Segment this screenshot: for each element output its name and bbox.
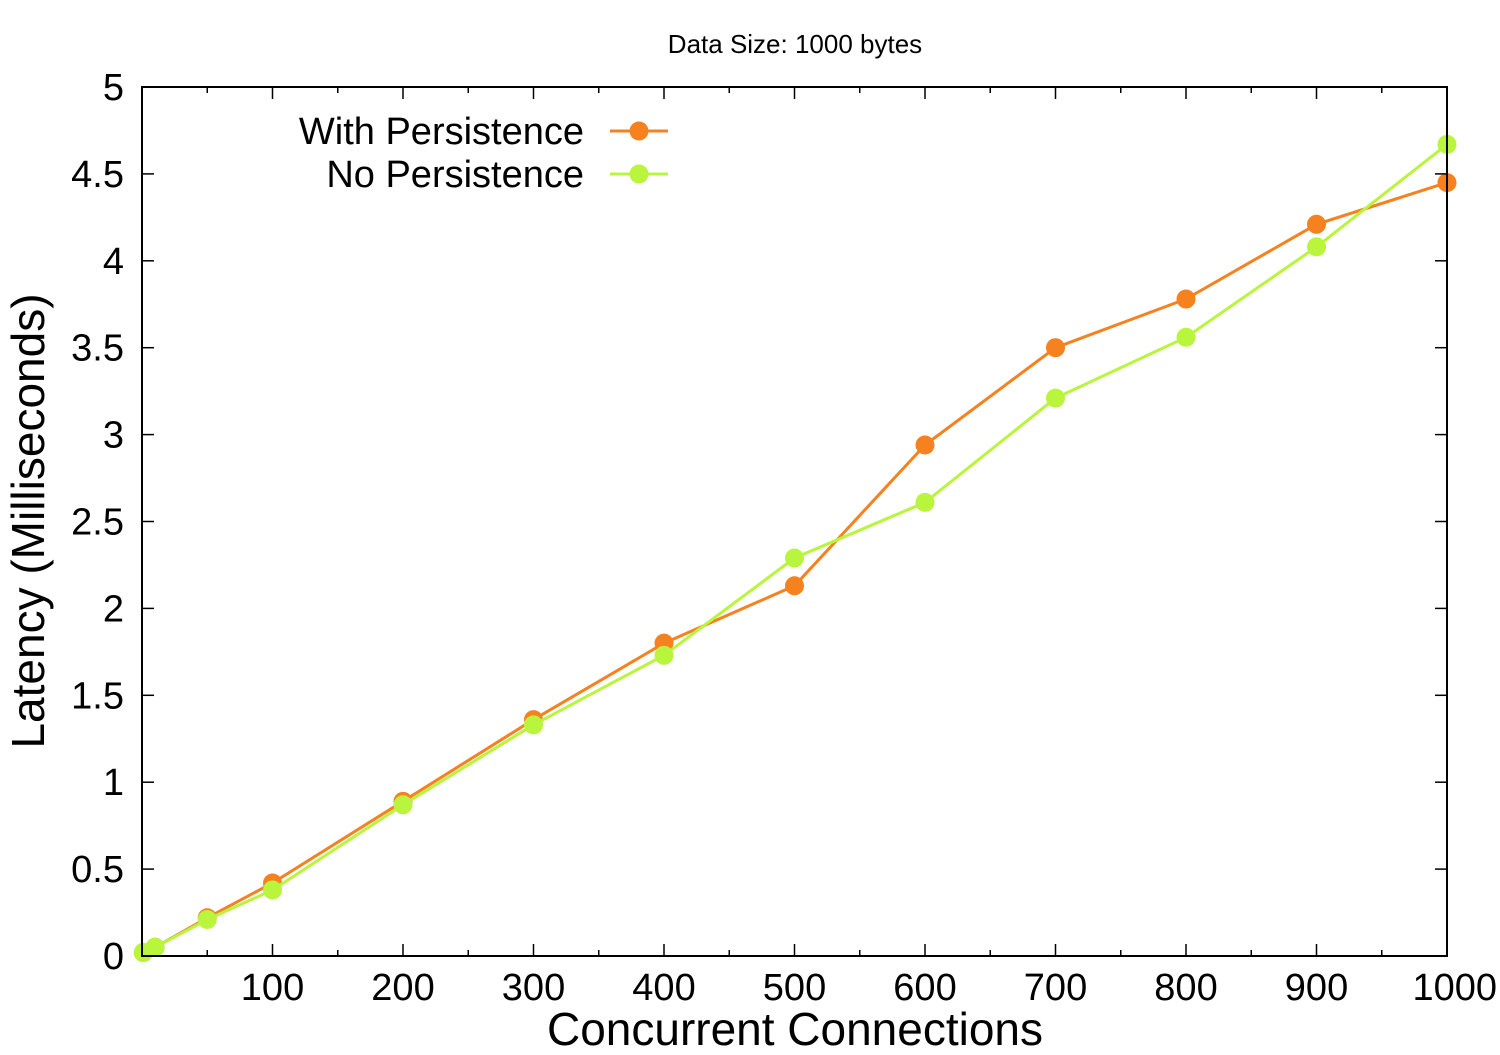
data-point bbox=[785, 548, 804, 568]
y-tick-label: 1.5 bbox=[71, 675, 124, 717]
data-point bbox=[263, 880, 282, 900]
x-tick-label: 400 bbox=[632, 967, 695, 1009]
x-tick-label: 500 bbox=[763, 967, 826, 1009]
data-point bbox=[393, 795, 413, 815]
data-point bbox=[1046, 388, 1065, 408]
x-tick-label: 900 bbox=[1285, 967, 1348, 1009]
legend-label: No Persistence bbox=[326, 154, 584, 196]
y-tick-label: 5 bbox=[103, 67, 124, 109]
x-tick-label: 600 bbox=[893, 967, 956, 1009]
x-tick-label: 700 bbox=[1024, 967, 1087, 1009]
legend-marker bbox=[629, 121, 649, 141]
x-tick-label: 800 bbox=[1154, 967, 1217, 1009]
series-0 bbox=[133, 173, 1457, 963]
series-layer bbox=[133, 134, 1457, 963]
data-point bbox=[197, 910, 217, 930]
data-point bbox=[915, 435, 935, 455]
x-tick-label: 100 bbox=[241, 967, 304, 1009]
y-tick-label: 4 bbox=[103, 241, 124, 283]
series-line bbox=[142, 143, 1448, 954]
series-1 bbox=[133, 134, 1457, 963]
y-tick-label: 2.5 bbox=[71, 502, 124, 544]
y-tick-label: 4.5 bbox=[71, 154, 124, 196]
legend-label: With Persistence bbox=[299, 111, 584, 153]
y-axis-label: Latency (Milliseconds) bbox=[2, 293, 54, 748]
x-tick-label: 200 bbox=[371, 967, 434, 1009]
y-tick-label: 2 bbox=[103, 588, 124, 630]
series-line bbox=[142, 181, 1448, 954]
y-tick-label: 0 bbox=[103, 936, 124, 978]
x-axis-label: Concurrent Connections bbox=[547, 1003, 1043, 1050]
data-point bbox=[1176, 327, 1196, 347]
y-tick-label: 1 bbox=[103, 762, 124, 804]
data-point bbox=[145, 937, 165, 957]
data-point bbox=[654, 645, 674, 665]
y-tick-label: 0.5 bbox=[71, 849, 124, 891]
tick-layer: 100 200 300 400 500 600 700 800 900 1000 0 0.5 1 1.5 2… bbox=[71, 67, 1497, 1009]
x-tick-label: 1000 bbox=[1412, 967, 1497, 1009]
data-point bbox=[1307, 214, 1326, 234]
legend-marker bbox=[629, 164, 649, 184]
chart-title: Data Size: 1000 bytes bbox=[668, 29, 922, 59]
data-point bbox=[524, 715, 543, 735]
y-tick-label: 3 bbox=[103, 415, 124, 457]
y-tick-label: 3.5 bbox=[71, 328, 124, 370]
data-point bbox=[1176, 289, 1196, 309]
x-tick-label: 300 bbox=[502, 967, 565, 1009]
data-point bbox=[1307, 237, 1326, 257]
plot-frame bbox=[141, 86, 1448, 957]
data-point bbox=[1046, 338, 1065, 358]
data-point bbox=[785, 576, 804, 596]
data-point bbox=[915, 492, 935, 512]
